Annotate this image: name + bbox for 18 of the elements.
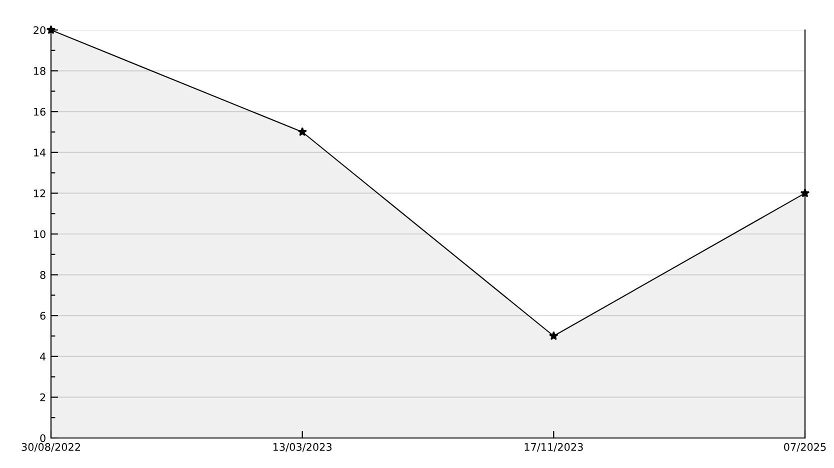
y-tick-label: 10 (34, 230, 46, 238)
x-tick-label: 07/2025 (784, 443, 826, 452)
x-tick-label: 30/08/2022 (22, 443, 80, 452)
y-tick-label: 20 (34, 26, 46, 34)
y-tick-label: 12 (34, 189, 46, 198)
y-tick-label: 4 (40, 352, 46, 360)
y-tick-label: 18 (34, 67, 46, 75)
y-tick-label: 16 (34, 108, 46, 116)
y-tick-label: 8 (40, 271, 46, 279)
point (800, 188, 810, 198)
y-tick-label: 14 (34, 148, 46, 156)
x-tick-label: 17/11/2023 (524, 443, 583, 452)
point (298, 127, 307, 136)
point (549, 331, 558, 340)
y-tick-label: 6 (40, 312, 46, 320)
y-tick-label: 0 (40, 434, 46, 442)
y-tick-label: 2 (40, 393, 46, 402)
x-tick-label: 13/03/2023 (273, 443, 332, 452)
